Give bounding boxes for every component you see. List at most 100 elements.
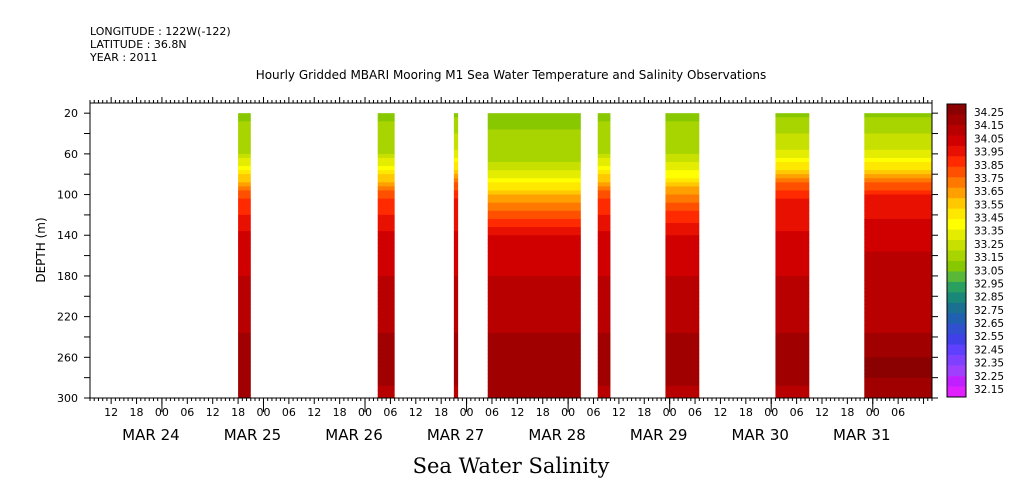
heatmap-cell: [597, 341, 611, 346]
heatmap-cell: [377, 316, 395, 322]
x-tick-label: 00: [256, 406, 270, 419]
heatmap-cell: [377, 214, 395, 220]
heatmap-cell: [665, 288, 700, 293]
heatmap-cell: [377, 141, 395, 147]
heatmap-cell: [665, 292, 700, 297]
heatmap-cell: [238, 117, 251, 122]
heatmap-cell: [665, 113, 700, 118]
heatmap-cell: [775, 174, 810, 179]
heatmap-cell: [665, 381, 700, 387]
heatmap-cell: [864, 202, 932, 208]
heatmap-cell: [864, 194, 932, 200]
heatmap-cell: [665, 214, 700, 220]
heatmap-cell: [487, 336, 581, 342]
heatmap-cell: [238, 385, 251, 391]
heatmap-cell: [775, 117, 810, 122]
x-tick-label: 18: [130, 406, 144, 419]
heatmap-cell: [453, 210, 459, 216]
heatmap-cell: [453, 166, 459, 171]
y-tick-label: 140: [57, 229, 78, 242]
heatmap-cell: [377, 170, 395, 175]
heatmap-cell: [775, 133, 810, 138]
heatmap-cell: [775, 243, 810, 248]
x-day-label: MAR 29: [630, 426, 687, 444]
heatmap-cell: [665, 198, 700, 204]
heatmap-cell: [238, 361, 251, 366]
heatmap-cell: [377, 336, 395, 342]
heatmap-cell: [487, 218, 581, 224]
heatmap-cell: [775, 341, 810, 346]
colorbar-swatch: [947, 260, 966, 272]
heatmap-cell: [487, 300, 581, 305]
x-tick-label: 18: [333, 406, 347, 419]
colorbar-label: 34.05: [974, 133, 1004, 145]
heatmap-cell: [487, 349, 581, 354]
heatmap-cell: [238, 345, 251, 350]
colorbar-label: 32.25: [974, 371, 1004, 383]
heatmap-cell: [864, 239, 932, 244]
heatmap-cell: [597, 320, 611, 326]
heatmap-cell: [597, 316, 611, 322]
heatmap-cell: [864, 271, 932, 277]
heatmap-cell: [453, 255, 459, 261]
heatmap-cell: [377, 182, 395, 187]
heatmap-cell: [377, 231, 395, 236]
y-tick-label: 100: [57, 189, 78, 202]
colorbar-swatch: [947, 386, 966, 398]
heatmap-cell: [665, 385, 700, 391]
heatmap-cell: [487, 157, 581, 163]
heatmap-cell: [238, 186, 251, 191]
colorbar-swatch: [947, 302, 966, 314]
heatmap-cell: [864, 288, 932, 293]
heatmap-cell: [487, 174, 581, 179]
heatmap-cell: [665, 186, 700, 191]
x-tick-label: 12: [713, 406, 727, 419]
heatmap-cell: [775, 349, 810, 354]
heatmap-cell: [238, 263, 251, 269]
heatmap-cell: [864, 357, 932, 362]
heatmap-cell: [453, 316, 459, 322]
heatmap-cell: [597, 275, 611, 281]
heatmap-cell: [775, 345, 810, 350]
heatmap-cell: [665, 137, 700, 143]
heatmap-cell: [775, 324, 810, 330]
heatmap-cell: [377, 377, 395, 383]
heatmap-cell: [453, 202, 459, 208]
heatmap-cell: [453, 267, 459, 273]
heatmap-cell: [377, 324, 395, 330]
heatmap-cell: [377, 304, 395, 309]
heatmap-cell: [453, 129, 459, 134]
heatmap-cell: [597, 284, 611, 289]
heatmap-cell: [665, 304, 700, 309]
heatmap-cell: [377, 157, 395, 163]
heatmap-cell: [665, 227, 700, 232]
heatmap-cell: [377, 227, 395, 232]
heatmap-cell: [665, 336, 700, 342]
heatmap-cell: [597, 117, 611, 122]
y-tick-label: 20: [64, 107, 78, 120]
heatmap-cell: [377, 341, 395, 346]
heatmap-cell: [238, 300, 251, 305]
heatmap-cell: [453, 178, 459, 183]
heatmap-cell: [453, 275, 459, 281]
plot-frame: [89, 102, 933, 399]
heatmap-cell: [453, 194, 459, 200]
heatmap-cell: [453, 149, 459, 155]
heatmap-cell: [597, 198, 611, 204]
heatmap-cell: [453, 117, 459, 122]
heatmap-cell: [487, 162, 581, 167]
heatmap-cell: [487, 393, 581, 399]
colorbar-swatch: [947, 187, 966, 199]
heatmap-cell: [453, 385, 459, 391]
x-tick-label: 06: [891, 406, 905, 419]
x-tick-label: 12: [409, 406, 423, 419]
heatmap-cell: [453, 308, 459, 313]
heatmap-cell: [377, 137, 395, 143]
colorbar-swatch: [947, 271, 966, 283]
heatmap-cell: [775, 300, 810, 305]
x-tick-label: 18: [840, 406, 854, 419]
heatmap-cell: [377, 166, 395, 171]
colorbar-label: 33.05: [974, 265, 1004, 277]
x-tick-label: 12: [104, 406, 118, 419]
heatmap-cell: [775, 255, 810, 261]
